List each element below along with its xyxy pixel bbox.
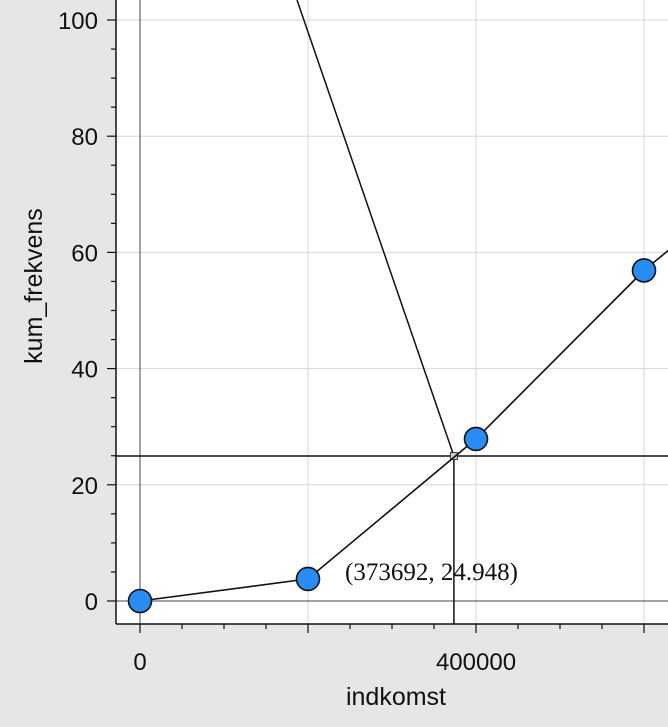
y-tick-label: 20 (71, 473, 98, 500)
marked-point-label: (373692, 24.948) (345, 559, 518, 586)
axis-ticks (107, 19, 645, 633)
crosshair-vertical-upper (296, 0, 455, 457)
y-tick-label: 100 (58, 8, 98, 35)
data-point (295, 566, 321, 592)
x-tick-label: 0 (133, 649, 146, 676)
x-axis-title: indkomst (346, 683, 446, 711)
y-tick-label: 60 (71, 240, 98, 267)
y-tick-labels: 0 20 40 60 80 100 (58, 8, 98, 616)
data-markers (127, 258, 657, 614)
y-tick-label: 0 (85, 589, 98, 616)
grid-lines (116, 0, 668, 624)
x-tick-label: 400000 (436, 649, 516, 676)
crosshair (116, 0, 668, 624)
data-point (631, 258, 657, 283)
y-tick-label: 80 (71, 124, 98, 151)
data-point (127, 588, 153, 614)
marked-point (449, 452, 458, 461)
data-point (463, 426, 489, 452)
plot-area (116, 0, 668, 624)
y-axis-title: kum_frekvens (20, 208, 48, 364)
x-tick-labels: 040000080000012000 (133, 649, 516, 676)
y-tick-label: 40 (71, 357, 98, 384)
